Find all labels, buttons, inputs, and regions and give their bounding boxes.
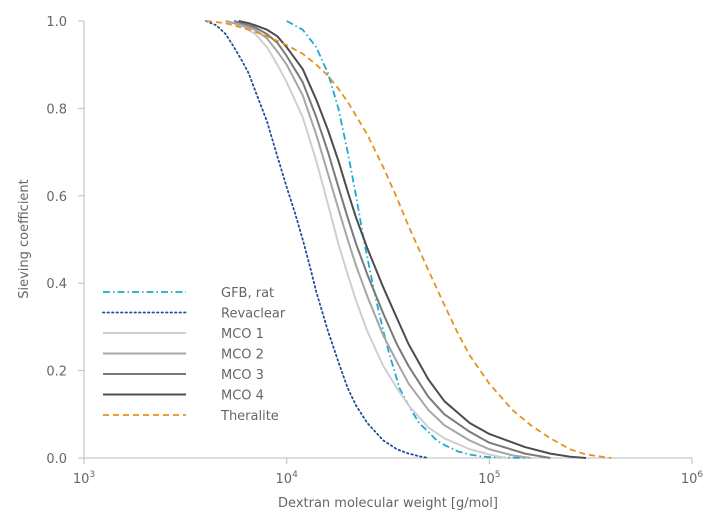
series-line-gfb-rat bbox=[286, 20, 526, 459]
series bbox=[205, 20, 612, 459]
y-tick-label: 0.6 bbox=[46, 190, 67, 205]
y-tick-label: 0.8 bbox=[46, 102, 67, 117]
y-axis-title: Sieving coefficient bbox=[17, 179, 32, 299]
series-line-theralite bbox=[205, 20, 612, 459]
y-tick-label: 0.0 bbox=[46, 452, 67, 467]
x-axis-title: Dextran molecular weight [g/mol] bbox=[278, 496, 498, 511]
x-tick-label: 105 bbox=[478, 470, 500, 487]
y-tick-label: 0.4 bbox=[46, 277, 67, 292]
legend-label-mco-1: MCO 1 bbox=[221, 327, 264, 342]
legend-label-mco-2: MCO 2 bbox=[221, 348, 264, 363]
series-line-mco-2 bbox=[225, 20, 531, 459]
x-tick-label: 103 bbox=[73, 470, 95, 487]
series-line-mco-4 bbox=[238, 20, 587, 459]
legend-label-gfb-rat: GFB, rat bbox=[221, 286, 274, 301]
x-tick-label: 104 bbox=[276, 470, 299, 487]
legend-label-mco-4: MCO 4 bbox=[221, 389, 264, 404]
series-line-mco-3 bbox=[233, 20, 551, 459]
legend-label-mco-3: MCO 3 bbox=[221, 368, 264, 383]
series-line-revaclear bbox=[205, 20, 430, 459]
x-tick-label: 106 bbox=[681, 470, 704, 487]
series-line-mco-1 bbox=[225, 20, 506, 459]
y-tick-label: 0.2 bbox=[46, 365, 67, 380]
ticks: 0.0 0.2 0.4 0.6 0.8 1.0 103 104 105 106 bbox=[46, 15, 703, 487]
legend-label-theralite: Theralite bbox=[220, 409, 279, 424]
legend: GFB, rat Revaclear MCO 1 MCO 2 MCO 3 MCO 4 The… bbox=[102, 286, 286, 424]
axes bbox=[83, 21, 692, 459]
y-tick-label: 1.0 bbox=[46, 15, 67, 30]
legend-label-revaclear: Revaclear bbox=[221, 307, 286, 322]
